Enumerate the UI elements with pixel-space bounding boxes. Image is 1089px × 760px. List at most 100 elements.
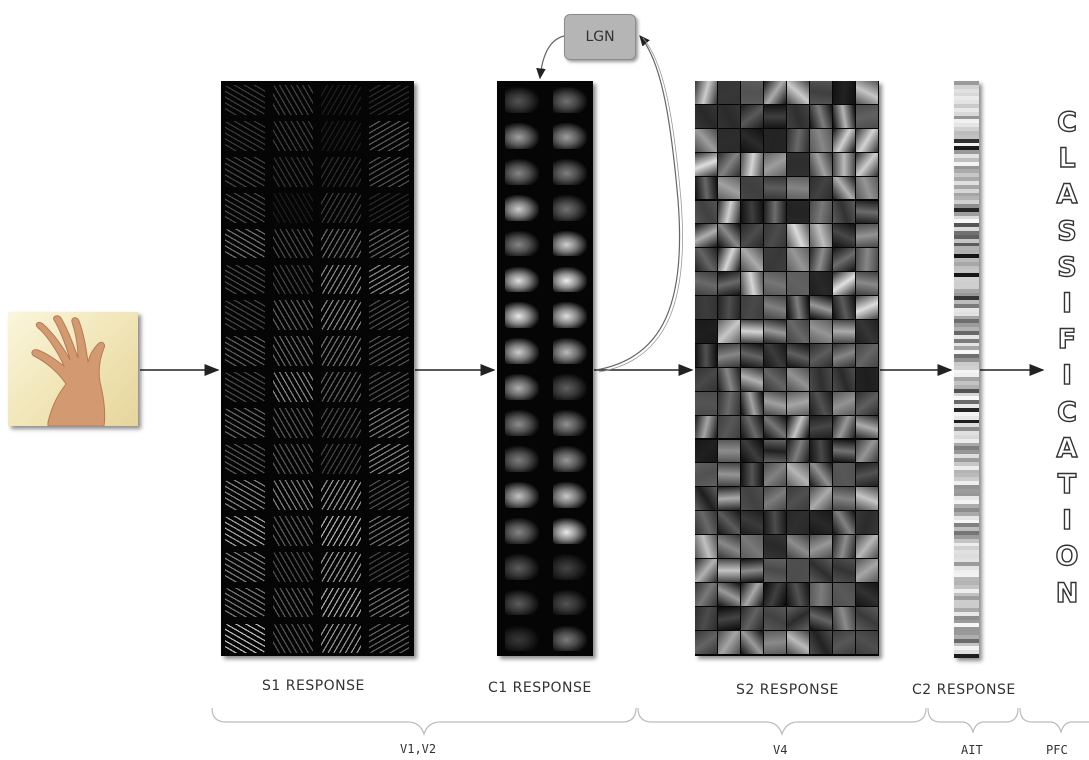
brace-pfc bbox=[1019, 707, 1089, 735]
c2-stripe bbox=[954, 484, 979, 490]
area-v4-label: V4 bbox=[773, 743, 788, 757]
s2-feature-cell bbox=[741, 487, 763, 511]
c2-stripe bbox=[954, 454, 979, 459]
s2-feature-cell bbox=[787, 320, 809, 343]
c2-stripe bbox=[954, 507, 979, 513]
c1-pooled-cell bbox=[505, 517, 539, 544]
c2-stripe bbox=[954, 581, 979, 586]
s1-filter-cell bbox=[321, 444, 361, 474]
c2-stripe bbox=[954, 473, 979, 478]
c2-stripe bbox=[954, 138, 979, 143]
s2-feature-cell bbox=[741, 367, 763, 391]
c2-stripe bbox=[954, 504, 979, 509]
s2-response-label: S2 RESPONSE bbox=[736, 682, 839, 698]
area-pfc-label: PFC bbox=[1046, 743, 1068, 757]
s2-feature-cell bbox=[695, 559, 717, 582]
s2-feature-cell bbox=[718, 511, 740, 535]
s1-filter-cell bbox=[225, 192, 265, 223]
s2-feature-cell bbox=[856, 463, 878, 487]
c2-response-bar bbox=[954, 81, 979, 658]
c2-stripe bbox=[954, 177, 979, 182]
input-hand-image bbox=[8, 312, 138, 426]
c2-stripe bbox=[954, 307, 979, 313]
s2-feature-cell bbox=[810, 176, 832, 200]
s1-filter-cell bbox=[321, 551, 361, 582]
c2-stripe bbox=[954, 173, 979, 178]
s2-feature-cell bbox=[764, 487, 786, 511]
s1-filter-cell bbox=[369, 408, 409, 438]
s2-feature-cell bbox=[741, 224, 763, 248]
c2-stripe bbox=[954, 319, 979, 324]
s2-feature-cell bbox=[764, 463, 786, 487]
s2-feature-cell bbox=[695, 630, 717, 654]
s2-response-panel bbox=[695, 81, 879, 656]
s2-feature-cell bbox=[856, 343, 878, 367]
c2-stripe bbox=[954, 211, 979, 216]
s2-feature-cell bbox=[741, 559, 763, 582]
s2-feature-cell bbox=[695, 606, 717, 630]
s2-feature-cell bbox=[833, 487, 855, 511]
s2-feature-cell bbox=[856, 535, 878, 558]
s1-filter-cell bbox=[273, 300, 313, 331]
s2-feature-cell bbox=[856, 559, 878, 582]
s2-feature-cell bbox=[741, 582, 763, 606]
c1-pooled-cell bbox=[505, 374, 539, 401]
s1-filter-cell bbox=[273, 372, 313, 403]
c1-pooled-cell bbox=[553, 589, 587, 616]
s2-feature-cell bbox=[718, 391, 740, 415]
s1-filter-cell bbox=[369, 336, 409, 367]
s2-feature-cell bbox=[741, 200, 763, 224]
s2-feature-cell bbox=[810, 320, 832, 343]
s1-filter-cell bbox=[225, 300, 265, 331]
s2-feature-cell bbox=[856, 248, 878, 272]
s2-feature-cell bbox=[764, 224, 786, 248]
c2-stripe bbox=[954, 88, 979, 93]
c2-stripe bbox=[954, 561, 979, 566]
c2-stripe bbox=[954, 92, 979, 97]
s2-feature-cell bbox=[695, 248, 717, 272]
s2-feature-cell bbox=[695, 320, 717, 343]
s2-feature-cell bbox=[695, 176, 717, 200]
c1-pooled-cell bbox=[505, 266, 539, 293]
c1-pooled-cell bbox=[505, 194, 539, 221]
s2-feature-cell bbox=[718, 463, 740, 487]
classification-letter: S bbox=[1057, 251, 1078, 283]
classification-letter: A bbox=[1056, 179, 1078, 211]
c2-stripe bbox=[954, 557, 979, 563]
c1-pooled-cell bbox=[505, 158, 539, 185]
c2-stripe bbox=[954, 131, 979, 136]
classification-letter: T bbox=[1057, 468, 1077, 500]
c2-stripe bbox=[954, 427, 979, 432]
s2-feature-cell bbox=[764, 176, 786, 200]
classification-letter: O bbox=[1055, 541, 1079, 573]
s2-feature-cell bbox=[741, 320, 763, 343]
s2-feature-cell bbox=[833, 224, 855, 248]
s1-filter-cell bbox=[273, 551, 313, 582]
s1-filter-cell bbox=[273, 479, 313, 510]
s2-feature-cell bbox=[695, 535, 717, 558]
s2-feature-cell bbox=[787, 367, 809, 391]
classification-letter: L bbox=[1058, 142, 1077, 175]
c2-stripe bbox=[954, 165, 979, 170]
s2-feature-cell bbox=[695, 200, 717, 224]
s1-filter-cell bbox=[321, 515, 361, 546]
c1-pooled-cell bbox=[553, 230, 587, 257]
classification-letter: I bbox=[1061, 504, 1073, 537]
s2-feature-cell bbox=[764, 272, 786, 296]
c2-stripe bbox=[954, 104, 979, 109]
c2-stripe bbox=[954, 642, 979, 647]
c2-stripe bbox=[954, 334, 979, 340]
c2-stripe bbox=[954, 638, 979, 643]
s1-filter-cell bbox=[273, 587, 313, 618]
s2-feature-cell bbox=[833, 559, 855, 582]
s2-feature-cell bbox=[810, 343, 832, 367]
s2-feature-cell bbox=[695, 152, 717, 176]
c1-pooled-cell bbox=[553, 625, 587, 652]
c2-stripe bbox=[954, 588, 979, 593]
c2-stripe bbox=[954, 365, 979, 370]
s2-feature-cell bbox=[695, 81, 717, 104]
s2-feature-cell bbox=[741, 439, 763, 463]
c2-stripe bbox=[954, 407, 979, 413]
c1-pooled-cell bbox=[505, 230, 539, 257]
s1-filter-cell bbox=[321, 372, 361, 403]
